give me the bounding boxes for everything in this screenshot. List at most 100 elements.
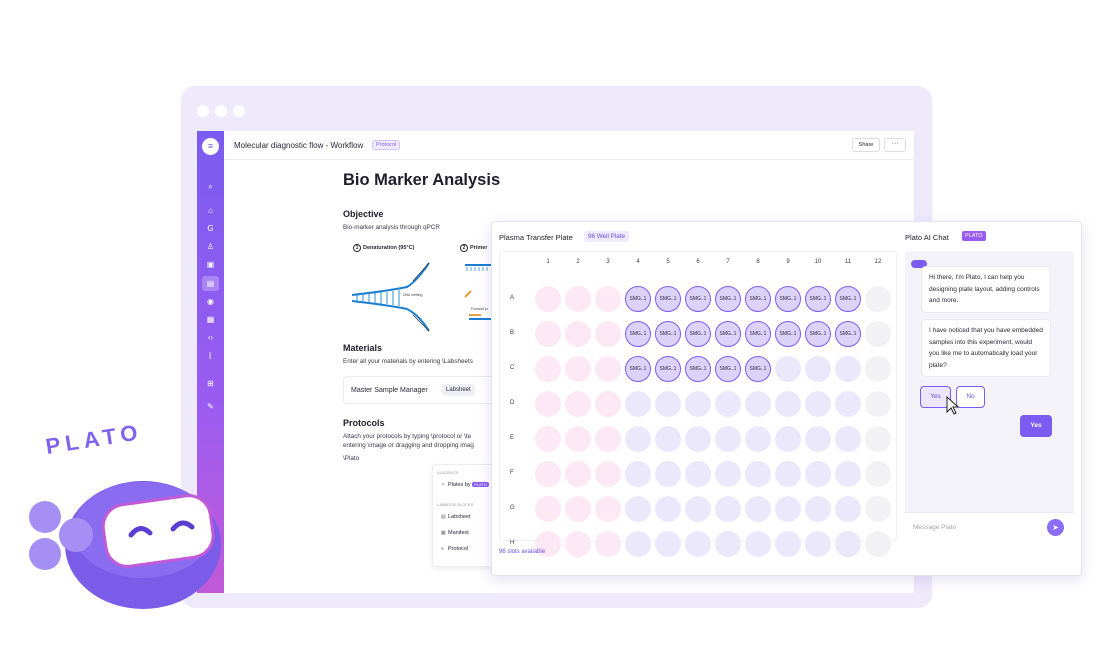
empty-well[interactable] xyxy=(835,391,861,417)
sample-well[interactable]: SMG..1 xyxy=(835,321,861,347)
sample-well[interactable]: SMG..1 xyxy=(625,286,651,312)
empty-well[interactable] xyxy=(805,391,831,417)
empty-well[interactable] xyxy=(745,531,771,557)
empty-well[interactable] xyxy=(625,426,651,452)
empty-well[interactable] xyxy=(685,426,711,452)
empty-well[interactable] xyxy=(865,461,891,487)
sample-well[interactable]: SMG..1 xyxy=(835,286,861,312)
empty-well[interactable] xyxy=(625,496,651,522)
labsheet-pill[interactable]: Labsheet xyxy=(442,384,475,396)
control-well[interactable] xyxy=(535,356,561,382)
sample-well[interactable]: SMG..1 xyxy=(775,286,801,312)
control-well[interactable] xyxy=(595,461,621,487)
control-well[interactable] xyxy=(535,531,561,557)
empty-well[interactable] xyxy=(835,426,861,452)
send-icon[interactable]: ➤ xyxy=(1047,519,1064,536)
control-well[interactable] xyxy=(565,461,591,487)
sample-well[interactable]: SMG..1 xyxy=(715,286,741,312)
sample-well[interactable]: SMG..1 xyxy=(685,356,711,382)
control-well[interactable] xyxy=(595,391,621,417)
search-icon[interactable]: ⌕ xyxy=(208,182,213,191)
empty-well[interactable] xyxy=(715,496,741,522)
sample-well[interactable]: SMG..1 xyxy=(775,321,801,347)
empty-well[interactable] xyxy=(865,286,891,312)
empty-well[interactable] xyxy=(655,531,681,557)
empty-well[interactable] xyxy=(745,496,771,522)
control-well[interactable] xyxy=(535,321,561,347)
sample-well[interactable]: SMG..1 xyxy=(745,321,771,347)
location-icon[interactable]: ◉ xyxy=(207,297,214,306)
menu-icon[interactable]: ≡ xyxy=(202,138,219,155)
control-well[interactable] xyxy=(565,426,591,452)
empty-well[interactable] xyxy=(655,391,681,417)
sample-well[interactable]: SMG..1 xyxy=(805,286,831,312)
empty-well[interactable] xyxy=(745,461,771,487)
empty-well[interactable] xyxy=(805,461,831,487)
empty-well[interactable] xyxy=(775,461,801,487)
sample-well[interactable]: SMG..1 xyxy=(805,321,831,347)
empty-well[interactable] xyxy=(745,426,771,452)
sample-well[interactable]: SMG..1 xyxy=(745,356,771,382)
control-well[interactable] xyxy=(565,391,591,417)
empty-well[interactable] xyxy=(715,391,741,417)
empty-well[interactable] xyxy=(625,391,651,417)
empty-well[interactable] xyxy=(715,531,741,557)
empty-well[interactable] xyxy=(865,496,891,522)
empty-well[interactable] xyxy=(805,356,831,382)
grid-icon[interactable]: ▦ xyxy=(206,315,215,324)
empty-well[interactable] xyxy=(865,356,891,382)
chart-icon[interactable]: ⌊ xyxy=(208,351,213,360)
empty-well[interactable] xyxy=(835,356,861,382)
empty-well[interactable] xyxy=(805,531,831,557)
edit-icon[interactable]: ✎ xyxy=(207,402,214,411)
doc-icon[interactable]: ▤ xyxy=(202,276,219,291)
empty-well[interactable] xyxy=(775,391,801,417)
empty-well[interactable] xyxy=(685,391,711,417)
empty-well[interactable] xyxy=(805,426,831,452)
home-icon[interactable]: ⌂ xyxy=(208,206,213,215)
control-well[interactable] xyxy=(535,286,561,312)
empty-well[interactable] xyxy=(745,391,771,417)
control-well[interactable] xyxy=(565,356,591,382)
empty-well[interactable] xyxy=(625,531,651,557)
empty-well[interactable] xyxy=(685,531,711,557)
empty-well[interactable] xyxy=(835,531,861,557)
empty-well[interactable] xyxy=(775,356,801,382)
empty-well[interactable] xyxy=(865,391,891,417)
empty-well[interactable] xyxy=(865,426,891,452)
empty-well[interactable] xyxy=(865,321,891,347)
empty-well[interactable] xyxy=(655,426,681,452)
control-well[interactable] xyxy=(535,461,561,487)
control-well[interactable] xyxy=(535,426,561,452)
empty-well[interactable] xyxy=(805,496,831,522)
more-button[interactable]: ··· xyxy=(884,138,906,152)
labsheet-block[interactable]: Master Sample Manager Labsheet xyxy=(343,376,503,404)
control-well[interactable] xyxy=(595,531,621,557)
labsheet-menu-item[interactable]: ▤ Labsheet xyxy=(441,514,471,520)
control-well[interactable] xyxy=(565,321,591,347)
apps-icon[interactable]: ⊞ xyxy=(207,379,214,388)
sample-well[interactable]: SMG..1 xyxy=(655,356,681,382)
share-button[interactable]: Share xyxy=(852,138,880,152)
sample-well[interactable]: SMG..1 xyxy=(685,286,711,312)
sample-well[interactable]: SMG..1 xyxy=(655,321,681,347)
yes-button[interactable]: Yes xyxy=(920,386,951,408)
sample-well[interactable]: SMG..1 xyxy=(715,321,741,347)
code-icon[interactable]: ‹› xyxy=(207,333,214,342)
empty-well[interactable] xyxy=(655,496,681,522)
sample-well[interactable]: SMG..1 xyxy=(685,321,711,347)
control-well[interactable] xyxy=(535,496,561,522)
g-icon[interactable]: G xyxy=(207,224,214,233)
empty-well[interactable] xyxy=(775,531,801,557)
no-button[interactable]: No xyxy=(956,386,985,408)
sample-well[interactable]: SMG..1 xyxy=(715,356,741,382)
protocol-menu-item[interactable]: ≡ Protocol xyxy=(441,546,468,552)
sample-well[interactable]: SMG..1 xyxy=(625,321,651,347)
empty-well[interactable] xyxy=(625,461,651,487)
plates-menu-item[interactable]: ✧ Plates by PLATO xyxy=(441,482,489,488)
sample-well[interactable]: SMG..1 xyxy=(625,356,651,382)
control-well[interactable] xyxy=(595,426,621,452)
empty-well[interactable] xyxy=(655,461,681,487)
control-well[interactable] xyxy=(565,496,591,522)
control-well[interactable] xyxy=(565,531,591,557)
